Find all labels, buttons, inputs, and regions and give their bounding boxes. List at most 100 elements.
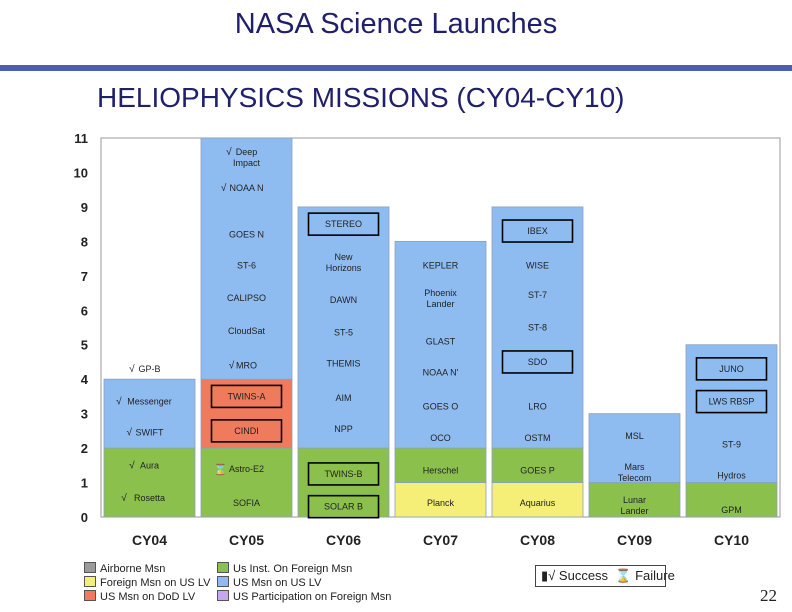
missions-chart: Rosetta√Aura√SWIFT√Messenger√GP-B√SOFIAA… (74, 131, 781, 548)
mission-label: GOES P (520, 465, 555, 475)
page-title: NASA Science Launches (234, 8, 558, 40)
mission-label: TWINS-A (228, 391, 266, 401)
mission-label: SOFIA (233, 498, 260, 508)
mission-label: Hydros (717, 471, 746, 481)
mission-box (307, 494, 380, 519)
check-icon: √ (121, 492, 127, 504)
mission-label: Horizons (326, 263, 362, 273)
mission-label: CALIPSO (227, 293, 266, 303)
chart-subtitle: HELIOPHYSICS MISSIONS (CY04-CY10) (97, 82, 625, 113)
legend-label: US Participation on Foreign Msn (233, 591, 392, 603)
mission-label: Planck (427, 498, 455, 508)
mission-label: OSTM (525, 433, 551, 443)
mission-box (501, 350, 574, 374)
mission-label: Phoenix (424, 288, 457, 298)
hourglass-icon: ⌛ (615, 568, 632, 583)
mission-label: Impact (233, 158, 261, 168)
mission-label: ST-5 (334, 328, 353, 338)
mission-box (307, 462, 380, 486)
y-tick-label: 0 (81, 510, 88, 525)
page-number: 22 (760, 586, 777, 605)
mission-label: LWS RBSP (709, 397, 755, 407)
legend-label: Airborne Msn (100, 563, 166, 575)
title-divider (0, 65, 792, 71)
mission-label: JUNO (719, 364, 744, 374)
bar-segment (685, 344, 778, 483)
mission-label: Aura (140, 460, 159, 470)
y-tick-label: 5 (81, 338, 88, 353)
x-tick-label: CY07 (423, 532, 458, 548)
bar-segment (394, 240, 487, 449)
bar-segment (588, 482, 681, 518)
mission-label: NPP (334, 424, 353, 434)
mission-label: DAWN (330, 295, 357, 305)
legend-swatch (84, 576, 96, 587)
y-tick-label: 1 (81, 476, 88, 491)
y-tick-label: 10 (74, 165, 88, 180)
mission-box (695, 389, 768, 414)
mission-label: KEPLER (423, 260, 459, 270)
legend-label: Foreign Msn on US LV (100, 577, 211, 589)
legend-item: US Participation on Foreign Msn (217, 590, 391, 604)
legend-item: Airborne Msn (84, 562, 165, 576)
check-icon: √ (116, 396, 122, 408)
bar-segment (491, 206, 584, 449)
mission-label: Aquarius (520, 498, 556, 508)
mission-label: ST-9 (722, 440, 741, 450)
check-icon: √ (229, 359, 235, 371)
mission-label: NOAA N (229, 183, 263, 193)
mission-label: ST-6 (237, 260, 256, 270)
check-icon: √ (129, 363, 135, 375)
status-success-label: Success (558, 568, 609, 583)
chart-bars (103, 137, 778, 518)
check-icon: √ (127, 427, 133, 439)
mission-label: GPM (721, 505, 742, 515)
mission-label: Mars (625, 462, 645, 472)
y-tick-label: 11 (74, 131, 88, 146)
mission-box (210, 384, 283, 409)
mission-label: Messenger (127, 397, 172, 407)
legend-item: US Msn on DoD LV (84, 590, 195, 604)
status-failure-label: Failure (635, 568, 675, 583)
mission-label: ST-8 (528, 323, 547, 333)
hourglass-icon: ⌛ (214, 463, 228, 476)
mission-label: CINDI (234, 426, 259, 436)
mission-label: Lunar (623, 495, 646, 505)
legend-swatch (84, 562, 96, 573)
mission-label: New (334, 252, 353, 262)
bar-segment (297, 206, 390, 449)
y-tick-label: 6 (81, 303, 88, 318)
legend-swatch (217, 590, 229, 601)
mission-label: Deep (236, 147, 258, 157)
legend-item: Foreign Msn on US LV (84, 576, 210, 590)
x-tick-label: CY10 (714, 532, 749, 548)
legend-label: Us Inst. On Foreign Msn (233, 563, 353, 575)
mission-label: TWINS-B (325, 469, 363, 479)
mission-label: Lander (620, 506, 648, 516)
mission-label: GLAST (426, 336, 456, 346)
y-tick-label: 4 (81, 372, 89, 387)
mission-label: LRO (528, 402, 547, 412)
mission-labels: Rosetta√Aura√SWIFT√Messenger√GP-B√SOFIAA… (116, 146, 768, 519)
mission-label: Rosetta (134, 493, 165, 503)
chart-axes: 0 1 2 3 4 5 6 7 8 9 10 11 CY04 CY05 CY06 CY07 CY08 CY09 CY… (74, 131, 750, 548)
mission-box (210, 419, 283, 443)
mission-label: CloudSat (228, 326, 266, 336)
mission-label: WISE (526, 260, 549, 270)
x-tick-label: CY04 (132, 532, 167, 548)
mission-label: ST-7 (528, 290, 547, 300)
check-icon: √ (226, 146, 232, 158)
bar-segment (491, 482, 584, 518)
y-tick-label: 8 (81, 234, 88, 249)
y-tick-label: 3 (81, 407, 88, 422)
mission-label: MRO (236, 360, 257, 370)
y-tick-label: 7 (81, 269, 88, 284)
x-tick-label: CY06 (326, 532, 361, 548)
legend-swatch (217, 562, 229, 573)
y-tick-label: 2 (81, 441, 88, 456)
mission-label: SDO (528, 357, 548, 367)
mission-label: THEMIS (326, 359, 360, 369)
mission-label: STEREO (325, 219, 362, 229)
mission-label: Lander (426, 299, 454, 309)
check-icon: √ (221, 182, 227, 194)
